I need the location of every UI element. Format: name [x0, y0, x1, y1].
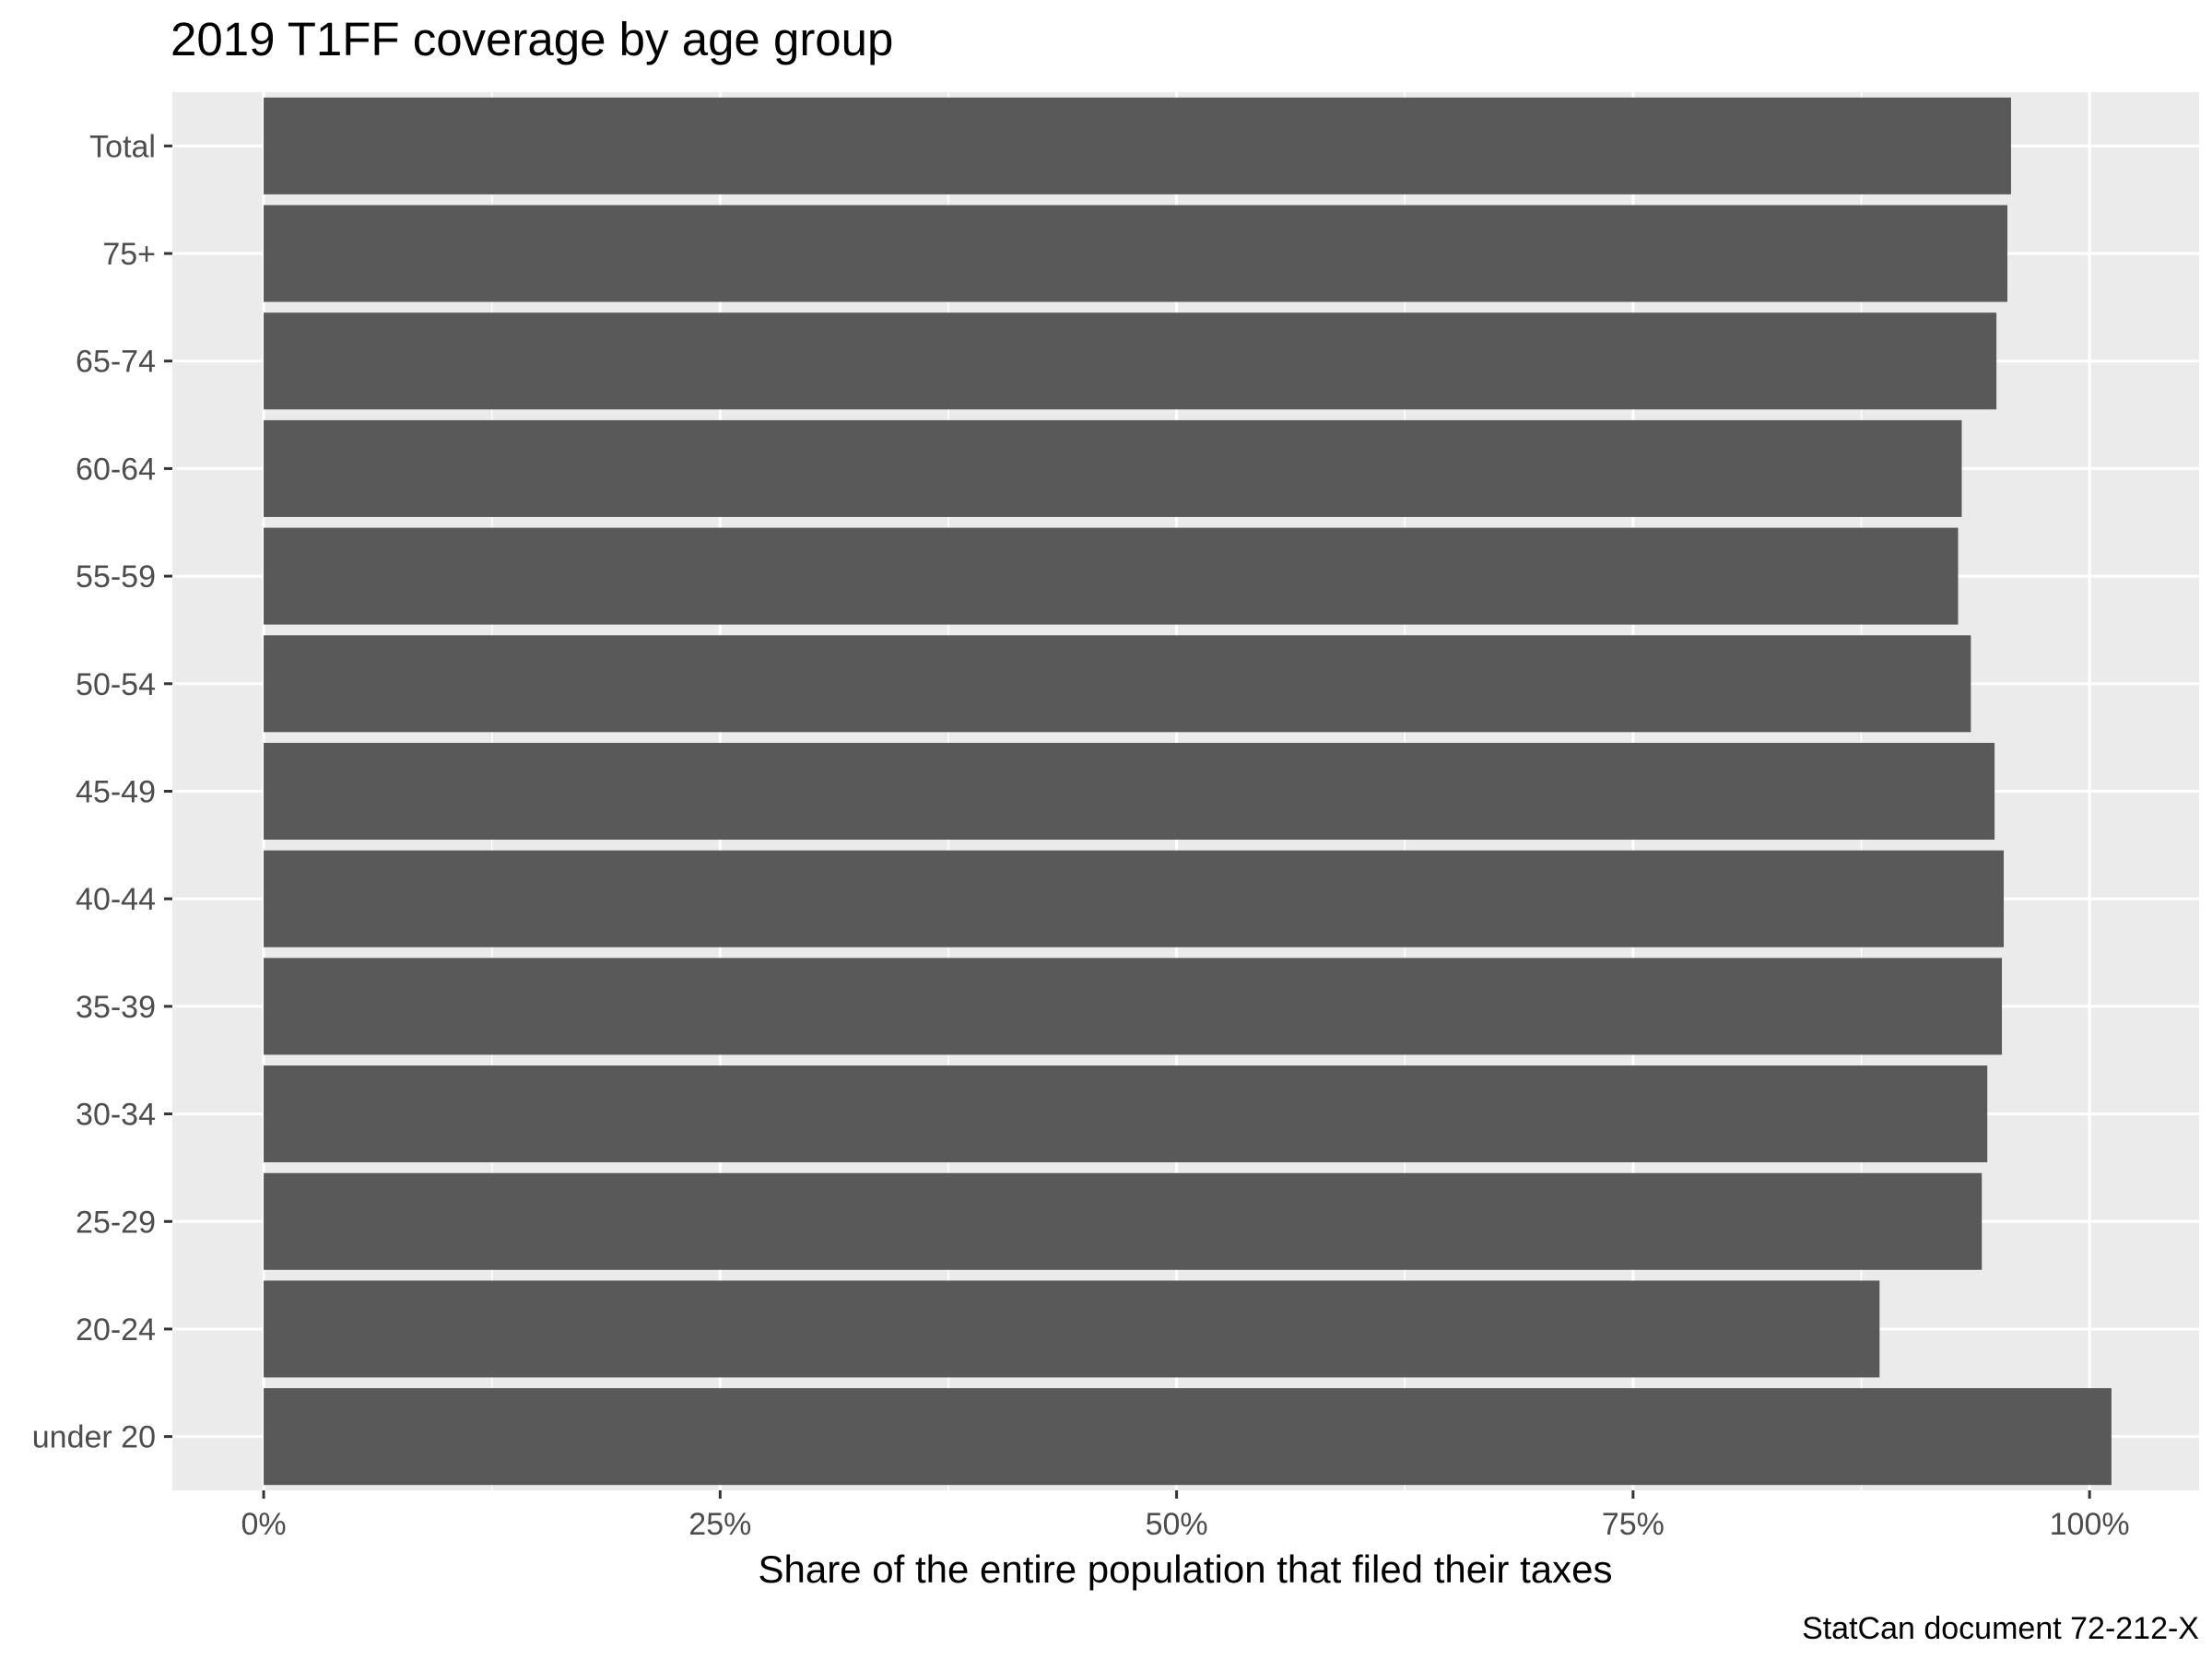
- chart-title: 2019 T1FF coverage by age group: [171, 13, 893, 65]
- x-tick-label: 75%: [1602, 1507, 1665, 1542]
- y-tick-label: 55-59: [76, 559, 156, 594]
- x-tick-label: 25%: [688, 1507, 751, 1542]
- bars: [264, 97, 2112, 1486]
- bar-45-49: [264, 742, 1995, 841]
- x-tick-label: 0%: [241, 1507, 286, 1542]
- bar-30-34: [264, 1065, 1988, 1163]
- y-tick-label: 60-64: [76, 452, 156, 487]
- y-tick-label: under 20: [32, 1420, 156, 1455]
- bar-total: [264, 97, 2011, 194]
- y-tick-label: 20-24: [76, 1312, 156, 1347]
- x-tick-label: 100%: [2050, 1507, 2130, 1542]
- y-tick-label: 30-34: [76, 1098, 156, 1133]
- bar-55-59: [264, 527, 1959, 625]
- bar-under-20: [264, 1388, 2112, 1486]
- bar-75-: [264, 205, 2007, 302]
- y-tick-label: 75+: [102, 237, 156, 272]
- bar-50-54: [264, 635, 1971, 733]
- y-tick-label: 35-39: [76, 990, 156, 1025]
- bar-35-39: [264, 958, 2003, 1055]
- x-axis-title: Share of the entire population that file…: [759, 1547, 1613, 1591]
- y-tick-label: 25-29: [76, 1205, 156, 1240]
- y-tick-label: 45-49: [76, 775, 156, 810]
- y-tick-label: Total: [89, 129, 156, 164]
- y-axis: Total 75+ 65-74 60-64 55-59 50-54 45-49 40-44 35…: [32, 129, 172, 1455]
- x-axis: 0% 25% 50% 75% 100%: [241, 1490, 2130, 1542]
- chart-caption: StatCan document 72-212-X: [1802, 1611, 2199, 1646]
- y-tick-label: 40-44: [76, 882, 156, 917]
- bar-20-24: [264, 1280, 1880, 1378]
- bar-40-44: [264, 850, 2005, 947]
- bar-65-74: [264, 312, 1997, 410]
- y-tick-label: 50-54: [76, 667, 156, 702]
- x-tick-label: 50%: [1146, 1507, 1208, 1542]
- bar-25-29: [264, 1172, 1983, 1270]
- bar-60-64: [264, 419, 1962, 517]
- y-tick-label: 65-74: [76, 345, 156, 380]
